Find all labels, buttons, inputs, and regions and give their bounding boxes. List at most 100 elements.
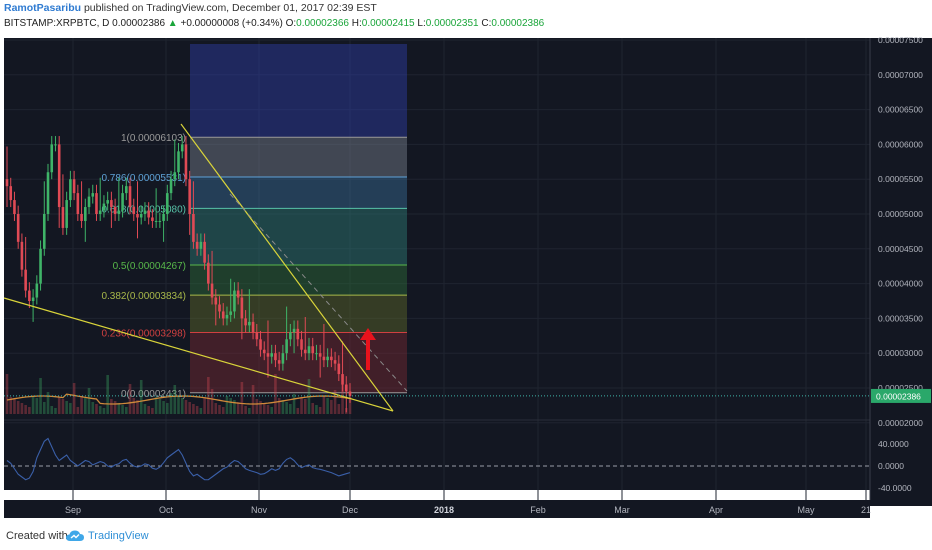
candle-body [326, 356, 329, 361]
volume-bar [214, 403, 218, 414]
price-axis[interactable]: 0.00007500 0.00007000 0.00006500 0.00006000… [871, 35, 931, 428]
chart-header: RamotPasaribu published on TradingView.c… [0, 0, 932, 34]
volume-bar [180, 398, 184, 414]
candle-body [91, 193, 95, 197]
dashed-projection-line[interactable] [229, 193, 408, 392]
oscillator-pane [4, 437, 870, 481]
volume-bar [259, 401, 262, 414]
symbol-label[interactable]: BITSTAMP:XRPBTC, D [4, 18, 110, 29]
candle-body [9, 186, 13, 201]
fib-level-label: 0.786(0.00005531) [101, 173, 186, 184]
candle-body [132, 207, 136, 214]
price-tick-label: 0.00003500 [878, 313, 923, 323]
candle-body [300, 339, 303, 350]
candle-body [72, 179, 76, 194]
volume-bar [136, 400, 139, 414]
time-tick-label: Nov [251, 505, 268, 515]
volume-bar [117, 403, 121, 414]
candle-body [125, 186, 128, 194]
candle-body [69, 179, 72, 201]
volume-bar [69, 403, 72, 414]
fib-level-label: 0.382(0.00003834) [101, 291, 186, 302]
indicator-tick-label: 40.0000 [878, 439, 909, 449]
time-tick-label: May [797, 505, 815, 515]
candle-body [102, 203, 106, 211]
candle-body [274, 353, 277, 361]
candle-body [221, 311, 225, 319]
volume-bar [28, 407, 31, 414]
volume-bar [262, 403, 266, 414]
time-tick-label: Oct [159, 505, 174, 515]
time-tick-label: Sep [65, 505, 81, 515]
volume-bar [210, 389, 214, 414]
chart-area[interactable]: 1(0.00006103) 0.786(0.00005531) 0.618(0.00… [0, 34, 932, 518]
price-chart[interactable]: 1(0.00006103) 0.786(0.00005531) 0.618(0.00… [0, 34, 932, 518]
drawings-layer[interactable] [3, 123, 870, 412]
candle-body [289, 332, 292, 340]
tradingview-cloud-icon[interactable] [66, 529, 84, 543]
volume-bar [266, 405, 270, 414]
author-link[interactable]: RamotPasaribu [4, 2, 82, 14]
candle-body [158, 220, 162, 222]
price-tick-label: 0.00007000 [878, 70, 923, 80]
volume-bar [166, 403, 169, 414]
volume-bar [106, 375, 109, 414]
volume-bar [236, 402, 240, 414]
candle-body [16, 214, 20, 242]
candle-body [195, 241, 199, 249]
time-axis[interactable]: Sep Oct Nov Dec 2018 Feb Mar Apr May 21 [65, 505, 871, 515]
resistance-trendline[interactable] [180, 123, 394, 412]
candle-body [236, 290, 240, 298]
volume-bar [233, 400, 236, 414]
candle-body [42, 214, 46, 249]
candle-body [136, 214, 139, 218]
close-value: 0.00002386 [491, 18, 545, 29]
candle-body [61, 207, 65, 228]
volume-bar [289, 404, 292, 414]
volume-bar [341, 384, 344, 414]
volume-bar [277, 398, 281, 414]
volume-bar [87, 388, 91, 414]
volume-bar [203, 397, 206, 414]
volume-bar [121, 405, 124, 414]
volume-bar [57, 397, 61, 414]
candle-body [39, 248, 42, 284]
tradingview-link[interactable]: TradingView [88, 530, 149, 542]
volume-bar [296, 408, 300, 414]
candle-body [233, 290, 236, 312]
support-trendline[interactable] [3, 297, 394, 412]
candlestick-series [5, 136, 352, 413]
candle-body [24, 269, 27, 291]
candle-body [180, 144, 184, 152]
volume-bar [151, 408, 154, 414]
fib-level-label: 0(0.00002431) [121, 389, 186, 400]
volume-bar [24, 405, 27, 414]
candle-body [147, 210, 150, 218]
fibonacci-retracement[interactable]: 1(0.00006103) 0.786(0.00005531) 0.618(0.00… [101, 44, 407, 400]
up-arrow-icon[interactable] [360, 328, 376, 340]
candle-body [333, 360, 337, 364]
volume-bar [113, 401, 117, 414]
created-with-text: Created with [6, 530, 68, 542]
low-label: L: [417, 18, 426, 29]
fib-level-label: 0.618(0.00005080) [101, 204, 186, 215]
time-axis-bg [4, 500, 870, 518]
candle-body [248, 321, 251, 326]
volume-bar [270, 407, 274, 414]
volume-bar [110, 399, 113, 414]
price-tick-label: 0.00006000 [878, 139, 923, 149]
volume-bar [344, 408, 348, 414]
candle-body [292, 328, 296, 333]
volume-bar [98, 406, 102, 414]
volume-bar [285, 402, 288, 414]
indicator-tick-label: 0.0000 [878, 461, 904, 471]
open-value: 0.00002366 [296, 18, 349, 29]
fib-level-label: 1(0.00006103) [121, 133, 186, 144]
volume-bar [72, 383, 76, 414]
candle-body [192, 214, 195, 242]
candle-body [330, 356, 333, 361]
candle-body [266, 353, 270, 357]
candle-body [46, 172, 50, 214]
close-label: C: [481, 18, 492, 29]
candle-body [307, 346, 311, 354]
